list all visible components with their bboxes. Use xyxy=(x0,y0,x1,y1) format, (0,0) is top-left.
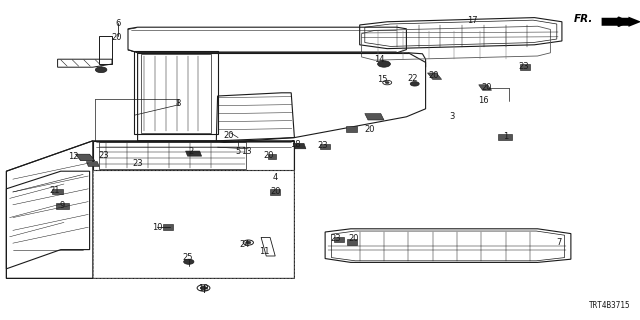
Text: 17: 17 xyxy=(467,16,477,25)
Text: 14: 14 xyxy=(374,55,385,64)
Text: 18: 18 xyxy=(291,140,301,149)
Text: 20: 20 xyxy=(224,131,234,140)
Text: 23: 23 xyxy=(318,141,328,150)
Text: 12: 12 xyxy=(68,152,79,161)
Text: 15: 15 xyxy=(378,75,388,84)
Text: 25: 25 xyxy=(182,253,193,262)
Text: TRT4B3715: TRT4B3715 xyxy=(589,301,630,310)
Text: 21: 21 xyxy=(49,186,60,195)
Text: 7: 7 xyxy=(556,238,561,247)
Circle shape xyxy=(184,259,194,264)
Text: 20: 20 xyxy=(481,83,492,92)
Polygon shape xyxy=(52,189,63,194)
Circle shape xyxy=(200,286,207,290)
FancyArrow shape xyxy=(602,17,640,27)
Text: 9: 9 xyxy=(60,201,65,210)
Circle shape xyxy=(378,61,390,67)
Polygon shape xyxy=(56,203,69,209)
Polygon shape xyxy=(479,85,492,90)
Text: 10: 10 xyxy=(152,223,163,232)
Text: 1: 1 xyxy=(503,132,508,141)
Circle shape xyxy=(385,82,389,84)
Text: 20: 20 xyxy=(264,151,274,160)
Polygon shape xyxy=(520,64,530,70)
Polygon shape xyxy=(347,239,357,245)
Polygon shape xyxy=(320,144,330,149)
Circle shape xyxy=(95,67,107,73)
Text: 11: 11 xyxy=(259,247,269,256)
Text: 22: 22 xyxy=(408,74,418,83)
Text: 5: 5 xyxy=(236,147,241,156)
Text: 20: 20 xyxy=(365,125,375,134)
Polygon shape xyxy=(86,162,99,166)
Text: 13: 13 xyxy=(241,147,252,156)
Text: 23: 23 xyxy=(331,234,341,243)
Polygon shape xyxy=(365,114,384,120)
Circle shape xyxy=(246,241,251,244)
Polygon shape xyxy=(293,143,306,149)
Text: 4: 4 xyxy=(273,173,278,182)
Text: 20: 20 xyxy=(112,33,122,42)
Text: 3: 3 xyxy=(449,112,454,121)
Text: 8: 8 xyxy=(175,100,180,108)
Polygon shape xyxy=(268,154,276,159)
Text: 6: 6 xyxy=(116,19,121,28)
Text: 16: 16 xyxy=(478,96,488,105)
Text: 20: 20 xyxy=(270,187,280,196)
Text: 2: 2 xyxy=(188,148,193,156)
Polygon shape xyxy=(346,126,357,132)
Text: 23: 23 xyxy=(518,62,529,71)
Polygon shape xyxy=(76,154,95,161)
Polygon shape xyxy=(270,189,280,195)
Text: 20: 20 xyxy=(428,71,438,80)
Polygon shape xyxy=(163,224,173,230)
Text: 23: 23 xyxy=(132,159,143,168)
Text: 19: 19 xyxy=(198,284,209,293)
Text: 23: 23 xyxy=(99,151,109,160)
Text: 24: 24 xyxy=(240,240,250,249)
Polygon shape xyxy=(186,151,202,156)
Polygon shape xyxy=(498,134,512,140)
Circle shape xyxy=(410,82,419,86)
Polygon shape xyxy=(334,237,344,242)
Text: 20: 20 xyxy=(348,234,358,243)
Text: FR.: FR. xyxy=(574,14,593,24)
Polygon shape xyxy=(428,73,442,79)
